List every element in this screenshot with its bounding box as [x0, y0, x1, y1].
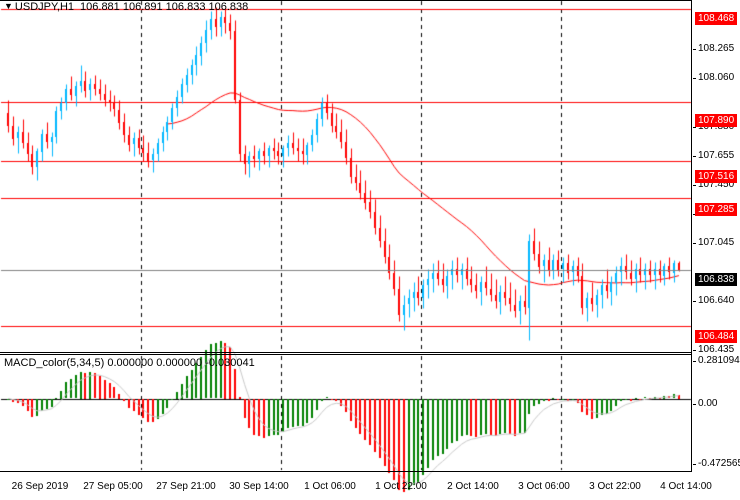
- macd-indicator-header: MACD_color(5,34,5) 0.000000 0.000000 -0.…: [4, 357, 255, 369]
- axis-tick-mark: [693, 242, 696, 244]
- price-level-tag[interactable]: 107.890: [695, 114, 738, 127]
- time-axis-label: 3 Oct 06:00: [518, 481, 570, 492]
- macd-panel-bottom-border: [0, 471, 692, 472]
- symbol-header: ▼ USDJPY,H1 106.881 106.891 106.833 106.83…: [4, 1, 248, 13]
- axis-tick-mark: [693, 77, 696, 79]
- axis-tick-mark: [693, 349, 696, 351]
- axis-tick-mark: [693, 48, 696, 50]
- time-axis-label: 2 Oct 14:00: [447, 481, 499, 492]
- price-axis-tick: 108.265: [693, 43, 734, 54]
- macd-panel-top-border: [0, 354, 692, 355]
- price-axis-tick: 108.060: [693, 72, 734, 83]
- macd-axis-tick: 0.281094: [693, 355, 740, 366]
- time-axis-label: 4 Oct 14:00: [660, 481, 712, 492]
- time-axis-label: 3 Oct 22:00: [589, 481, 641, 492]
- macd-axis-tick: 0.00: [693, 398, 717, 409]
- symbol-timeframe-label: USDJPY,H1: [14, 1, 75, 13]
- time-axis-label: 1 Oct 22:00: [375, 481, 427, 492]
- price-level-tag[interactable]: 108.468: [695, 12, 738, 25]
- price-axis-tick: 106.435: [693, 344, 734, 355]
- axis-tick-mark: [693, 184, 696, 186]
- price-level-tag[interactable]: 106.484: [695, 330, 738, 343]
- price-panel-bottom-border: [0, 352, 692, 353]
- time-axis-label: 27 Sep 21:00: [156, 481, 216, 492]
- axis-tick-mark: [693, 403, 696, 405]
- price-level-tag[interactable]: 107.285: [695, 203, 738, 216]
- macd-values: 0.000000 0.000000 -0.030041: [107, 357, 255, 369]
- axis-tick-mark: [693, 463, 696, 465]
- axis-tick-mark: [693, 155, 696, 157]
- macd-axis-tick: -0.472565: [693, 458, 740, 469]
- axis-tick-mark: [693, 300, 696, 302]
- time-axis-label: 1 Oct 06:00: [304, 481, 356, 492]
- price-axis-tick: 107.655: [693, 150, 734, 161]
- ohlc-values: 106.881 106.891 106.833 106.838: [80, 1, 249, 13]
- triangle-down-icon[interactable]: ▼: [4, 1, 13, 11]
- time-axis-label: 27 Sep 05:00: [83, 481, 143, 492]
- price-level-tag[interactable]: 107.516: [695, 170, 738, 183]
- price-axis-tick: 107.045: [693, 237, 734, 248]
- axis-tick-mark: [693, 360, 696, 362]
- time-axis-label: 30 Sep 14:00: [229, 481, 289, 492]
- current-price-tag[interactable]: 106.838: [695, 273, 738, 286]
- macd-name-label: MACD_color(5,34,5): [4, 357, 105, 369]
- time-axis-label: 26 Sep 2019: [11, 481, 69, 492]
- price-axis-tick: 106.640: [693, 295, 734, 306]
- price-axis-divider: [691, 0, 692, 472]
